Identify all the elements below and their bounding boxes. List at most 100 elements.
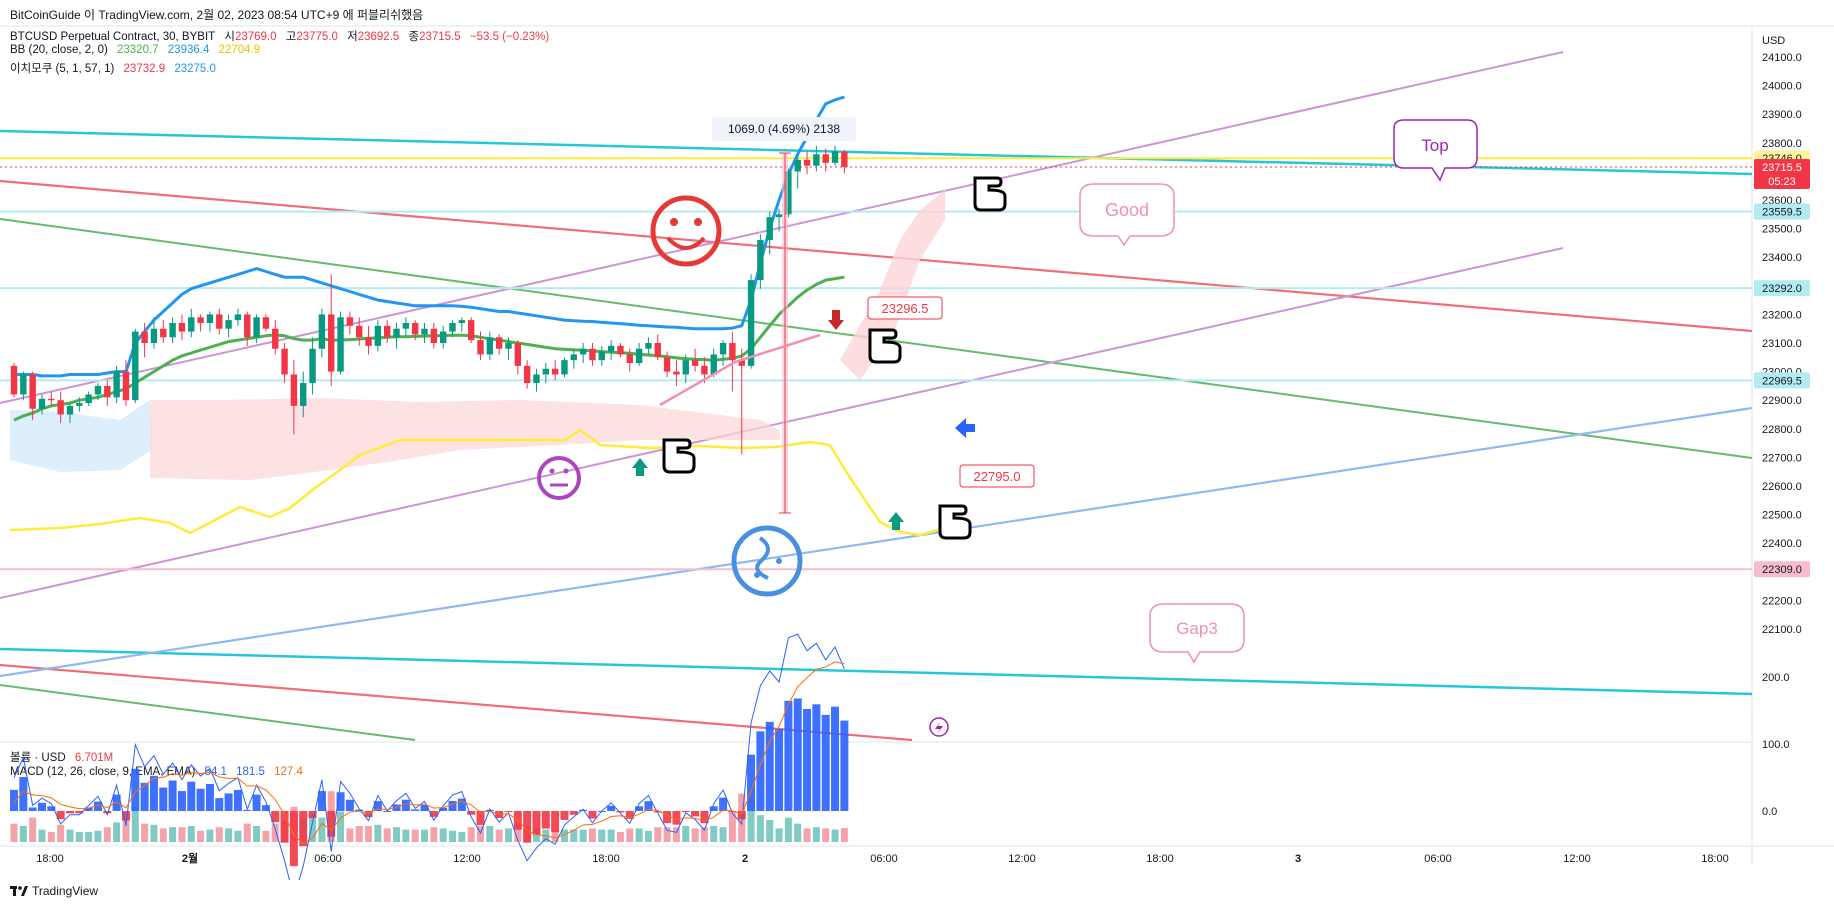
volume-bar xyxy=(29,817,37,842)
price-axis[interactable]: USD 24100.024000.023900.023800.023700.02… xyxy=(1762,35,1802,636)
time-tick-label: 12:00 xyxy=(1008,853,1036,865)
confused-face-outline xyxy=(731,525,803,597)
top-bubble-text: Top xyxy=(1421,136,1448,155)
volume-bar xyxy=(393,827,401,842)
macd-histogram-bar xyxy=(19,776,28,811)
macd-histogram-bar xyxy=(607,805,616,811)
macd-tick-label: 100.0 xyxy=(1762,739,1790,751)
volume-bar xyxy=(75,832,83,842)
macd-histogram-bar xyxy=(37,802,46,811)
volume-bar xyxy=(355,826,363,842)
macd-histogram-bar xyxy=(448,800,457,811)
price-tag xyxy=(1754,372,1810,389)
volume-bar xyxy=(486,826,494,842)
volume-bar xyxy=(113,822,121,842)
candle-body xyxy=(178,322,186,332)
volume-bar xyxy=(187,826,195,842)
volume-bar xyxy=(421,829,429,842)
good-bubble-text: Good xyxy=(1105,200,1149,220)
volume-bar xyxy=(197,830,205,842)
candle-body xyxy=(318,314,326,349)
macd-histogram-bar xyxy=(280,811,289,843)
volume-bar xyxy=(794,823,802,842)
price-chart[interactable]: USD 24100.024000.023900.023800.023700.02… xyxy=(0,0,1834,880)
candle-body xyxy=(104,385,111,398)
candle-body xyxy=(66,405,74,415)
good-bubble: Good xyxy=(1079,183,1175,247)
ohlc-low: 저23692.5 xyxy=(347,31,400,43)
volume-bar xyxy=(47,832,55,842)
candle-body xyxy=(300,383,307,406)
volume-bar xyxy=(225,828,233,842)
candle-body xyxy=(94,385,102,395)
time-tick-label: 3 xyxy=(1295,853,1301,865)
candle-body xyxy=(747,280,755,366)
candle-body xyxy=(486,337,494,355)
candle-body xyxy=(150,328,158,343)
volume-bar xyxy=(103,827,111,842)
volume-bar xyxy=(840,828,848,842)
candle-body xyxy=(160,328,167,338)
time-tick-label: 06:00 xyxy=(1424,853,1452,865)
drawings-layer xyxy=(0,51,1753,742)
neutral-face-icon xyxy=(537,456,581,500)
candle-body xyxy=(272,328,279,349)
volume-bar xyxy=(122,818,130,842)
volume-bar xyxy=(607,829,615,842)
candle-body xyxy=(365,337,372,346)
candle-body xyxy=(48,398,55,401)
volume-bar xyxy=(663,827,671,842)
time-tick-label: 12:00 xyxy=(453,853,481,865)
confused-face-mouth xyxy=(755,536,770,580)
candle-body xyxy=(76,403,83,406)
volume-bar xyxy=(262,830,270,842)
neutral-face-eye xyxy=(549,468,555,474)
volume-bar xyxy=(215,827,223,842)
macd-histogram-bar xyxy=(93,801,102,811)
macd-histogram-bar xyxy=(532,811,541,835)
confused-face-eye xyxy=(754,572,760,578)
candle-body xyxy=(607,345,615,352)
time-tick-label: 18:00 xyxy=(36,853,64,865)
volume-bar xyxy=(551,829,559,842)
price-tag-text: 23715.5 xyxy=(1762,162,1802,174)
pointing-hand-icon xyxy=(662,438,696,474)
macd-histogram-bar xyxy=(681,811,690,813)
macd-histogram-bar xyxy=(737,811,746,820)
bb-label: BB (20, close, 2, 0) xyxy=(10,44,108,56)
price-axis-unit: USD xyxy=(1762,35,1785,47)
ohlc-open: 시23769.0 xyxy=(224,31,277,43)
macd-histogram-bar xyxy=(65,811,74,814)
top-bubble: Top xyxy=(1393,119,1478,182)
volume-bar xyxy=(19,826,27,842)
macd-histogram-bar xyxy=(103,811,112,814)
volume-bar xyxy=(411,829,419,842)
candle-body xyxy=(29,374,36,409)
volume-bar xyxy=(346,828,354,842)
volume-bar xyxy=(430,827,438,842)
volume-bar xyxy=(439,828,447,842)
price-tag-text: 22969.5 xyxy=(1762,375,1802,387)
macd-histogram-bar xyxy=(233,789,242,811)
candle-body xyxy=(430,328,438,343)
time-tick-label: 2월 xyxy=(182,851,198,865)
volume-bar xyxy=(812,827,820,842)
purple-channel-upper xyxy=(0,51,1564,404)
happy-face-icon xyxy=(650,195,722,267)
bollinger-bands xyxy=(9,95,946,537)
volume-bar xyxy=(756,815,764,842)
macd-histogram-bar xyxy=(793,698,802,811)
volume-bar xyxy=(644,830,652,842)
macd-histogram-bar xyxy=(504,811,513,813)
time-tick-label: 18:00 xyxy=(1146,853,1174,865)
macd-histogram-bar xyxy=(644,801,653,811)
callout-23296-text: 23296.5 xyxy=(882,301,929,316)
candle-body xyxy=(10,365,18,395)
volume-bar xyxy=(318,817,326,842)
volume-bar xyxy=(94,830,102,842)
macd-histogram-bar xyxy=(121,811,130,821)
price-tick-label: 23100.0 xyxy=(1762,338,1802,350)
time-axis[interactable]: 18:00 2월 06:00 12:00 18:00 2 06:00 12:00 18:00 3 0… xyxy=(36,851,1729,865)
bb-lower-value: 22704.9 xyxy=(218,44,261,56)
price-tick-label: 23400.0 xyxy=(1762,252,1802,264)
